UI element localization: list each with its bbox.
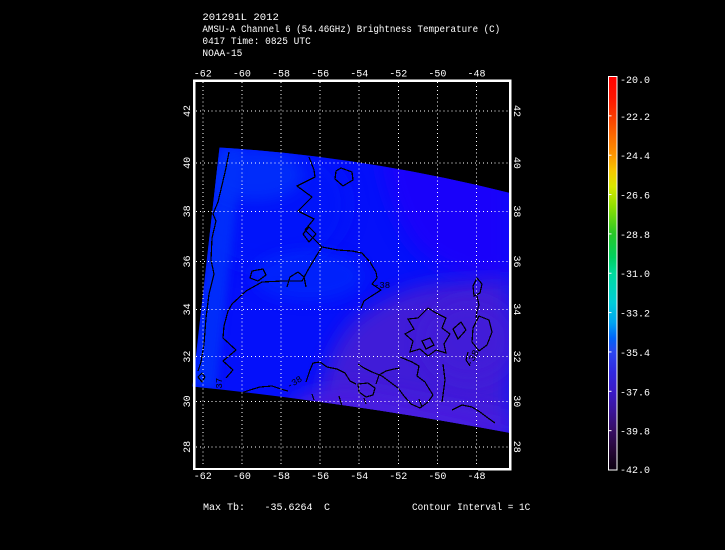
svg-text:201291L 2012: 201291L 2012 <box>202 13 279 24</box>
svg-text:30: 30 <box>183 395 194 407</box>
svg-text:-22.2: -22.2 <box>620 113 650 124</box>
svg-text:42: 42 <box>510 105 521 117</box>
svg-text:36: 36 <box>510 255 521 267</box>
svg-text:32: 32 <box>510 351 521 363</box>
svg-text:-62: -62 <box>194 69 212 80</box>
svg-text:-37.6: -37.6 <box>620 388 650 399</box>
svg-text:-35.6264: -35.6264 <box>265 503 313 514</box>
svg-text:-54: -54 <box>350 69 368 80</box>
svg-text:-50: -50 <box>428 472 446 483</box>
svg-text:36: 36 <box>183 255 194 267</box>
svg-text:NOAA-15: NOAA-15 <box>202 49 242 60</box>
svg-text:-31.0: -31.0 <box>620 270 650 281</box>
svg-text:40: 40 <box>510 157 521 169</box>
svg-text:-54: -54 <box>350 472 368 483</box>
svg-text:-26.6: -26.6 <box>620 192 650 203</box>
svg-text:-58: -58 <box>272 69 290 80</box>
svg-text:-52: -52 <box>389 472 407 483</box>
svg-text:-35.4: -35.4 <box>620 349 650 360</box>
svg-text:42: 42 <box>183 105 194 117</box>
svg-text:38: 38 <box>510 205 521 217</box>
svg-text:-60: -60 <box>233 69 251 80</box>
svg-text:-56: -56 <box>311 472 329 483</box>
svg-text:C: C <box>324 503 330 514</box>
svg-text:Max Tb:: Max Tb: <box>203 502 245 514</box>
svg-text:40: 40 <box>183 157 194 169</box>
svg-text:32: 32 <box>183 351 194 363</box>
svg-text:-33.2: -33.2 <box>620 310 650 321</box>
svg-text:-56: -56 <box>311 69 329 80</box>
svg-text:38: 38 <box>183 205 194 217</box>
svg-text:-50: -50 <box>428 69 446 80</box>
svg-text:AMSU-A Channel 6 (54.46GHz) Br: AMSU-A Channel 6 (54.46GHz) Brightness T… <box>202 24 500 36</box>
svg-text:0417 Time: 0825 UTC: 0417 Time: 0825 UTC <box>202 36 310 48</box>
svg-text:-38: -38 <box>374 281 390 291</box>
svg-text:-60: -60 <box>233 472 251 483</box>
svg-text:-24.4: -24.4 <box>620 152 650 163</box>
svg-text:-37: -37 <box>215 378 225 394</box>
svg-text:-28.8: -28.8 <box>620 231 650 242</box>
svg-text:-48: -48 <box>467 69 485 80</box>
svg-text:Contour Interval = 1C: Contour Interval = 1C <box>412 502 530 514</box>
svg-text:30: 30 <box>510 395 521 407</box>
svg-text:34: 34 <box>510 303 521 315</box>
svg-text:-20.0: -20.0 <box>620 76 650 87</box>
svg-text:-39.8: -39.8 <box>620 428 650 439</box>
svg-text:-58: -58 <box>272 472 290 483</box>
svg-text:-48: -48 <box>467 472 485 483</box>
svg-text:28: 28 <box>183 441 194 453</box>
svg-text:34: 34 <box>183 303 194 315</box>
svg-text:-52: -52 <box>389 69 407 80</box>
svg-text:28: 28 <box>510 441 521 453</box>
svg-text:-42.0: -42.0 <box>620 466 650 477</box>
svg-text:-62: -62 <box>194 472 212 483</box>
